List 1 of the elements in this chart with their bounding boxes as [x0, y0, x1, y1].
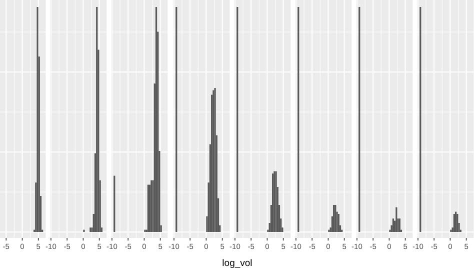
- x-axis-title: log_vol: [222, 258, 252, 269]
